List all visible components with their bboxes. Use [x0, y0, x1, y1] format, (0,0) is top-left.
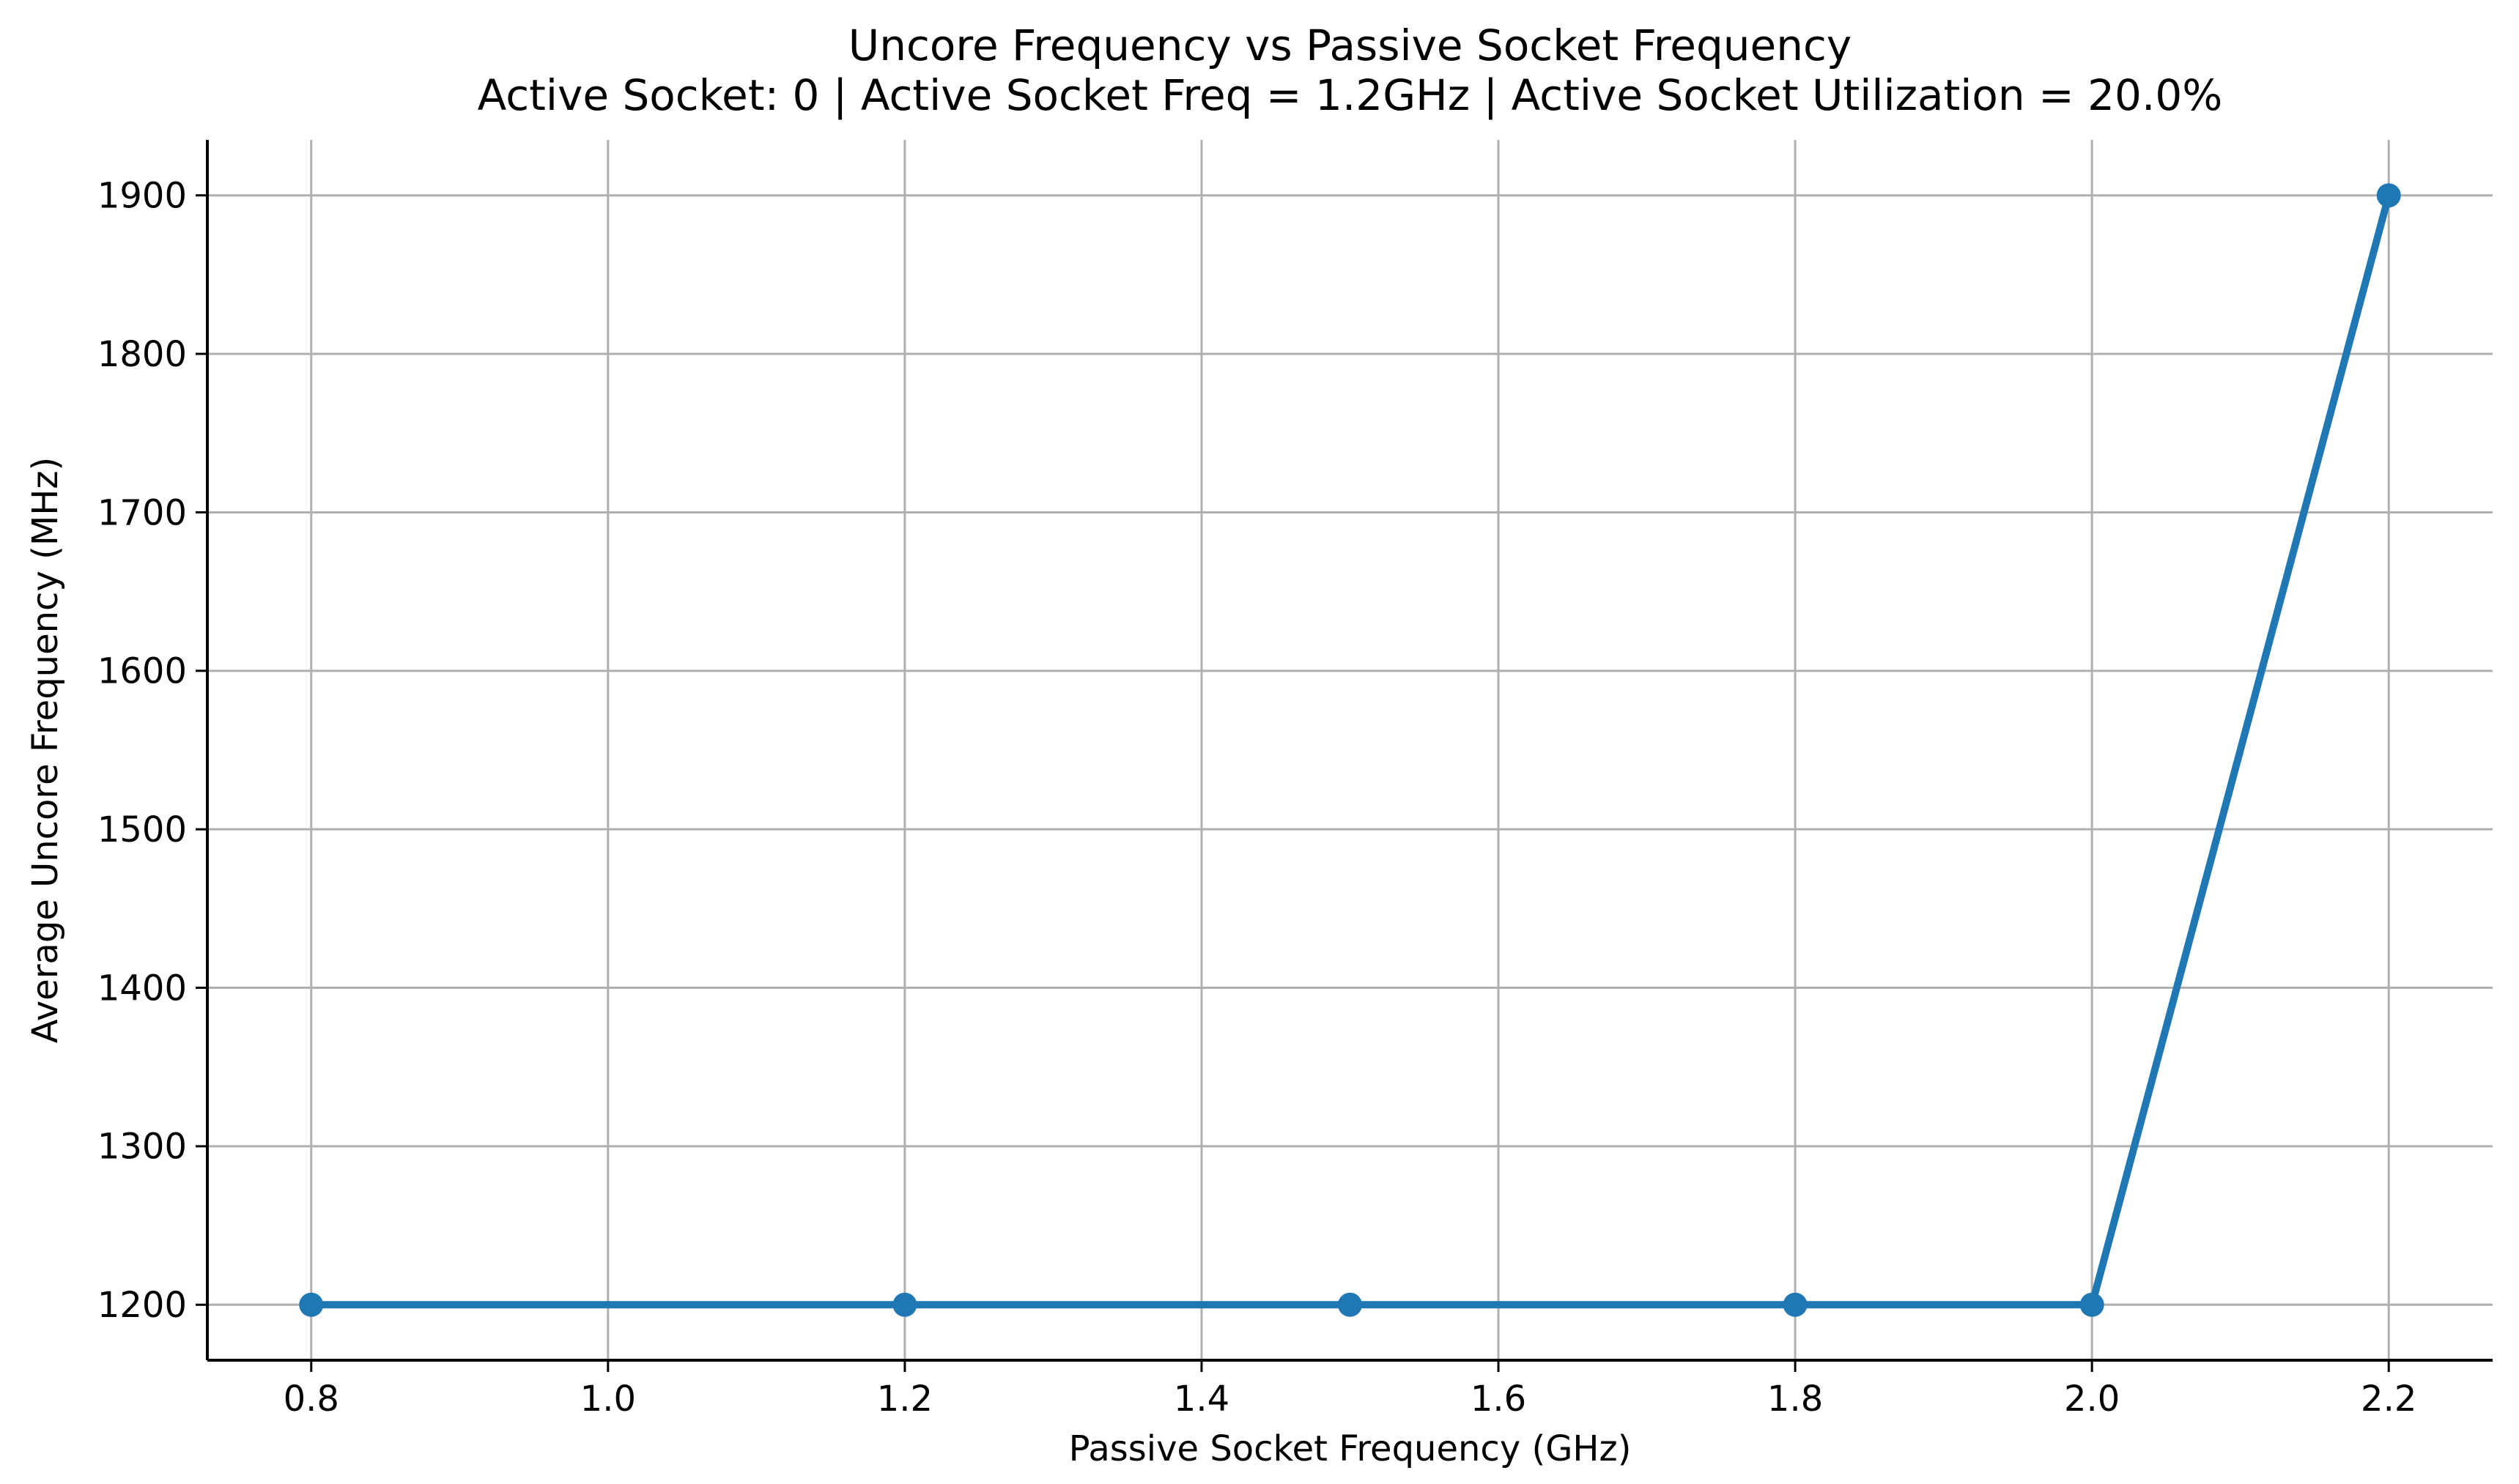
data-line	[307, 191, 2393, 1309]
x-tick-label: 1.8	[1767, 1379, 1823, 1420]
x-tick-label: 1.2	[877, 1379, 933, 1420]
data-point-marker	[2079, 1292, 2104, 1317]
x-axis-label: Passive Socket Frequency (GHz)	[1068, 1428, 1632, 1469]
data-point-marker	[1783, 1292, 1808, 1317]
y-tick-label: 1400	[97, 968, 187, 1009]
y-tick-label: 1800	[97, 334, 187, 375]
y-tick-label: 1900	[97, 176, 187, 217]
y-tick-label: 1700	[97, 492, 187, 533]
x-tick-label: 1.0	[580, 1379, 636, 1420]
data-point-marker	[1338, 1292, 1362, 1317]
x-tick-label: 1.4	[1174, 1379, 1229, 1420]
x-tick-label: 2.0	[2064, 1379, 2120, 1420]
x-tick-label: 1.6	[1471, 1379, 1526, 1420]
x-tick-label: 0.8	[284, 1379, 339, 1420]
title-block: Uncore Frequency vs Passive Socket Frequ…	[207, 21, 2493, 120]
y-tick-label: 1600	[97, 651, 187, 692]
y-axis-label: Average Uncore Frequency (MHz)	[25, 456, 66, 1044]
x-tick-label: 2.2	[2361, 1379, 2416, 1420]
chart-subtitle: Active Socket: 0 | Active Socket Freq = …	[477, 70, 2223, 120]
data-point-marker	[892, 1292, 917, 1317]
data-point-marker	[2376, 183, 2401, 208]
data-point-marker	[299, 1292, 324, 1317]
y-tick-label: 1200	[97, 1285, 187, 1326]
chart-title: Uncore Frequency vs Passive Socket Frequ…	[848, 21, 1852, 70]
y-tick-label: 1300	[97, 1127, 187, 1168]
y-tick-label: 1500	[97, 809, 187, 850]
